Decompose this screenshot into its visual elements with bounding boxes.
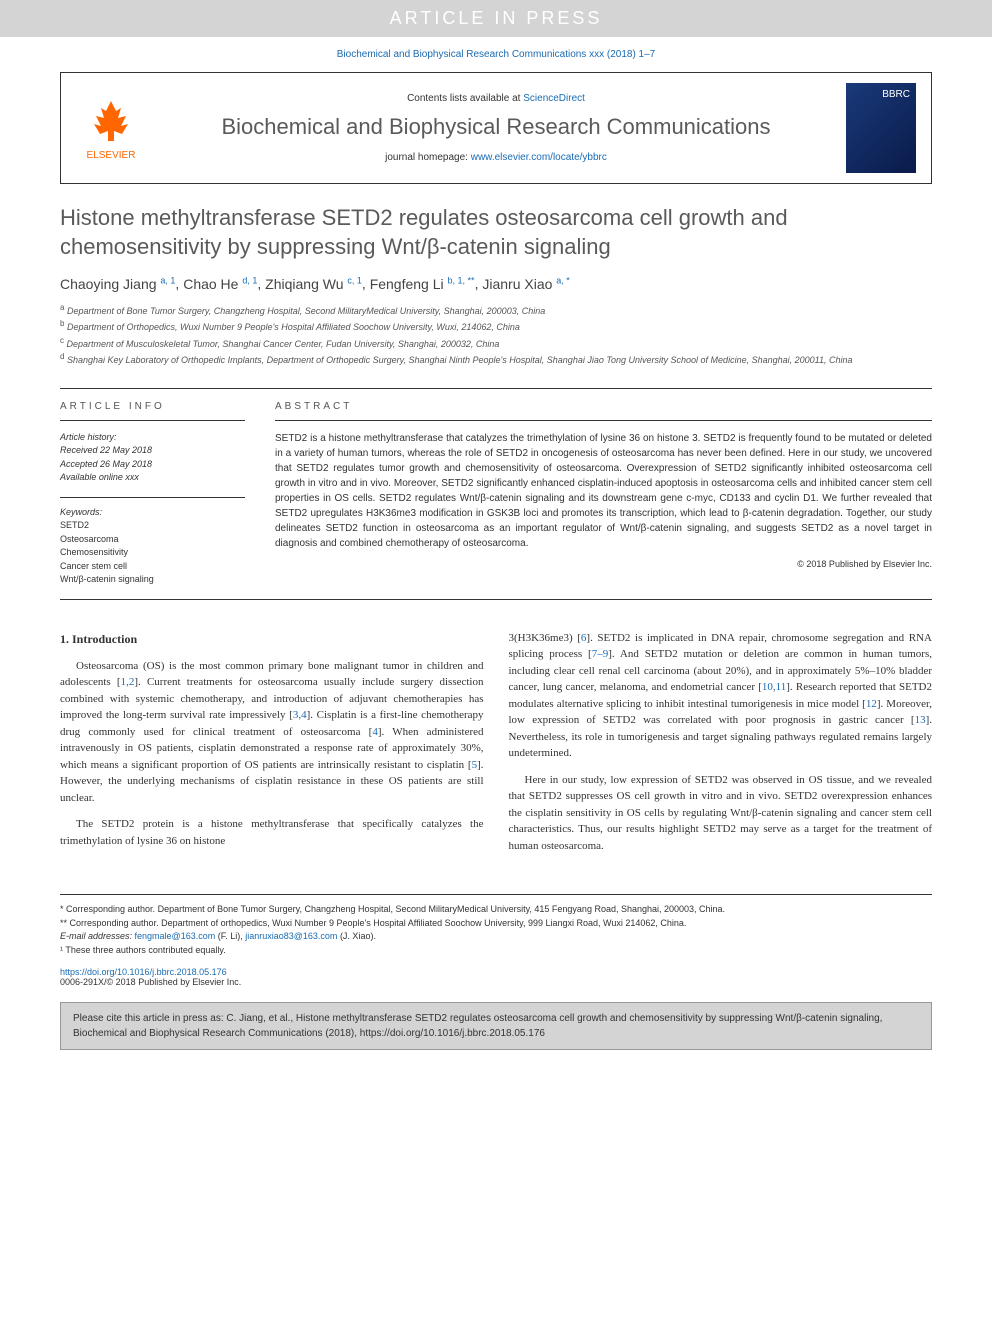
sciencedirect-link[interactable]: ScienceDirect (523, 93, 585, 104)
keywords-label: Keywords: (60, 506, 245, 520)
aff-text: Department of Musculoskeletal Tumor, Sha… (67, 339, 500, 349)
journal-name: Biochemical and Biophysical Research Com… (146, 114, 846, 140)
keyword: Osteosarcoma (60, 533, 245, 547)
keywords-block: Keywords: SETD2 Osteosarcoma Chemosensit… (60, 497, 245, 587)
contents-prefix: Contents lists available at (407, 93, 523, 104)
equal-contrib: ¹ These three authors contributed equall… (60, 944, 932, 958)
aff-sup: d (60, 352, 64, 361)
bottom-links: https://doi.org/10.1016/j.bbrc.2018.05.1… (60, 967, 932, 987)
author-name: Chao He (183, 276, 238, 292)
body-columns: 1. Introduction Osteosarcoma (OS) is the… (60, 630, 932, 865)
author-sup: c, 1 (347, 275, 362, 285)
author-sup: b, 1, ** (448, 275, 475, 285)
aff-text: Department of Orthopedics, Wuxi Number 9… (67, 322, 520, 332)
affiliation: a Department of Bone Tumor Surgery, Chan… (60, 302, 932, 319)
available-date: Available online xxx (60, 471, 245, 485)
abstract-copyright: © 2018 Published by Elsevier Inc. (275, 559, 932, 569)
contents-line: Contents lists available at ScienceDirec… (146, 93, 846, 104)
email-label: E-mail addresses: (60, 931, 135, 941)
author: Zhiqiang Wu c, 1 (265, 276, 362, 292)
ref-link[interactable]: 13 (915, 714, 926, 726)
intro-p1: Osteosarcoma (OS) is the most common pri… (60, 658, 484, 807)
author-sup: a, * (556, 275, 570, 285)
keyword: Wnt/β-catenin signaling (60, 573, 245, 587)
aff-text: Department of Bone Tumor Surgery, Changz… (67, 306, 545, 316)
email-line: E-mail addresses: fengmale@163.com (F. L… (60, 930, 932, 944)
journal-reference: Biochemical and Biophysical Research Com… (0, 37, 992, 72)
email-link[interactable]: jianruxiao83@163.com (245, 931, 337, 941)
intro-p4: Here in our study, low expression of SET… (509, 772, 933, 855)
homepage-link[interactable]: www.elsevier.com/locate/ybbrc (471, 152, 607, 163)
ref-link[interactable]: 10,11 (762, 681, 786, 693)
authors-list: Chaoying Jiang a, 1, Chao He d, 1, Zhiqi… (60, 275, 932, 292)
author: Chao He d, 1 (183, 276, 257, 292)
author: Fengfeng Li b, 1, ** (370, 276, 475, 292)
article-title: Histone methyltransferase SETD2 regulate… (60, 204, 932, 261)
homepage-line: journal homepage: www.elsevier.com/locat… (146, 152, 846, 163)
keyword: Cancer stem cell (60, 560, 245, 574)
author: Chaoying Jiang a, 1 (60, 276, 175, 292)
aff-sup: b (60, 319, 64, 328)
ref-link[interactable]: 7–9 (592, 648, 609, 660)
text: 3(H3K36me3) [ (509, 632, 581, 644)
author-name: Fengfeng Li (370, 276, 444, 292)
info-abstract-row: ARTICLE INFO Article history: Received 2… (60, 388, 932, 600)
section-heading: 1. Introduction (60, 630, 484, 648)
author-name: Jianru Xiao (482, 276, 552, 292)
aff-sup: c (60, 336, 64, 345)
affiliation: c Department of Musculoskeletal Tumor, S… (60, 335, 932, 352)
article-info-box: ARTICLE INFO Article history: Received 2… (60, 389, 260, 599)
article-history: Article history: Received 22 May 2018 Ac… (60, 431, 245, 485)
elsevier-text: ELSEVIER (87, 150, 136, 161)
elsevier-tree-icon (86, 96, 136, 146)
corresponding-1: * Corresponding author. Department of Bo… (60, 903, 932, 917)
issn-line: 0006-291X/© 2018 Published by Elsevier I… (60, 977, 932, 987)
history-label: Article history: (60, 431, 245, 445)
homepage-prefix: journal homepage: (385, 152, 471, 163)
abstract-text: SETD2 is a histone methyltransferase tha… (275, 431, 932, 551)
accepted-date: Accepted 26 May 2018 (60, 458, 245, 472)
header-center: Contents lists available at ScienceDirec… (146, 93, 846, 163)
ref-link[interactable]: 1,2 (121, 676, 135, 688)
left-column: 1. Introduction Osteosarcoma (OS) is the… (60, 630, 484, 865)
abstract-box: ABSTRACT SETD2 is a histone methyltransf… (260, 389, 932, 599)
keyword: SETD2 (60, 519, 245, 533)
aff-sup: a (60, 303, 64, 312)
keyword: Chemosensitivity (60, 546, 245, 560)
author-sup: d, 1 (242, 275, 257, 285)
ref-link[interactable]: 3,4 (293, 709, 307, 721)
corresponding-2: ** Corresponding author. Department of o… (60, 917, 932, 931)
article-in-press-banner: ARTICLE IN PRESS (0, 0, 992, 37)
received-date: Received 22 May 2018 (60, 444, 245, 458)
journal-header-box: ELSEVIER Contents lists available at Sci… (60, 72, 932, 184)
author-sup: a, 1 (160, 275, 175, 285)
cite-box: Please cite this article in press as: C.… (60, 1002, 932, 1050)
email-link[interactable]: fengmale@163.com (135, 931, 216, 941)
author-name: Zhiqiang Wu (265, 276, 343, 292)
abstract-heading: ABSTRACT (275, 401, 932, 421)
article-info-heading: ARTICLE INFO (60, 401, 245, 421)
author: Jianru Xiao a, * (482, 276, 569, 292)
author-name: Chaoying Jiang (60, 276, 157, 292)
journal-cover-thumbnail (846, 83, 916, 173)
affiliations: a Department of Bone Tumor Surgery, Chan… (60, 302, 932, 368)
right-column: 3(H3K36me3) [6]. SETD2 is implicated in … (509, 630, 933, 865)
intro-p3: 3(H3K36me3) [6]. SETD2 is implicated in … (509, 630, 933, 762)
email-name: (F. Li), (215, 931, 245, 941)
affiliation: d Shanghai Key Laboratory of Orthopedic … (60, 351, 932, 368)
affiliation: b Department of Orthopedics, Wuxi Number… (60, 318, 932, 335)
doi-link[interactable]: https://doi.org/10.1016/j.bbrc.2018.05.1… (60, 967, 227, 977)
intro-p2: The SETD2 protein is a histone methyltra… (60, 816, 484, 849)
elsevier-logo: ELSEVIER (76, 88, 146, 168)
ref-link[interactable]: 12 (866, 698, 877, 710)
aff-text: Shanghai Key Laboratory of Orthopedic Im… (67, 355, 853, 365)
email-name: (J. Xiao). (337, 931, 376, 941)
footnotes: * Corresponding author. Department of Bo… (60, 894, 932, 957)
